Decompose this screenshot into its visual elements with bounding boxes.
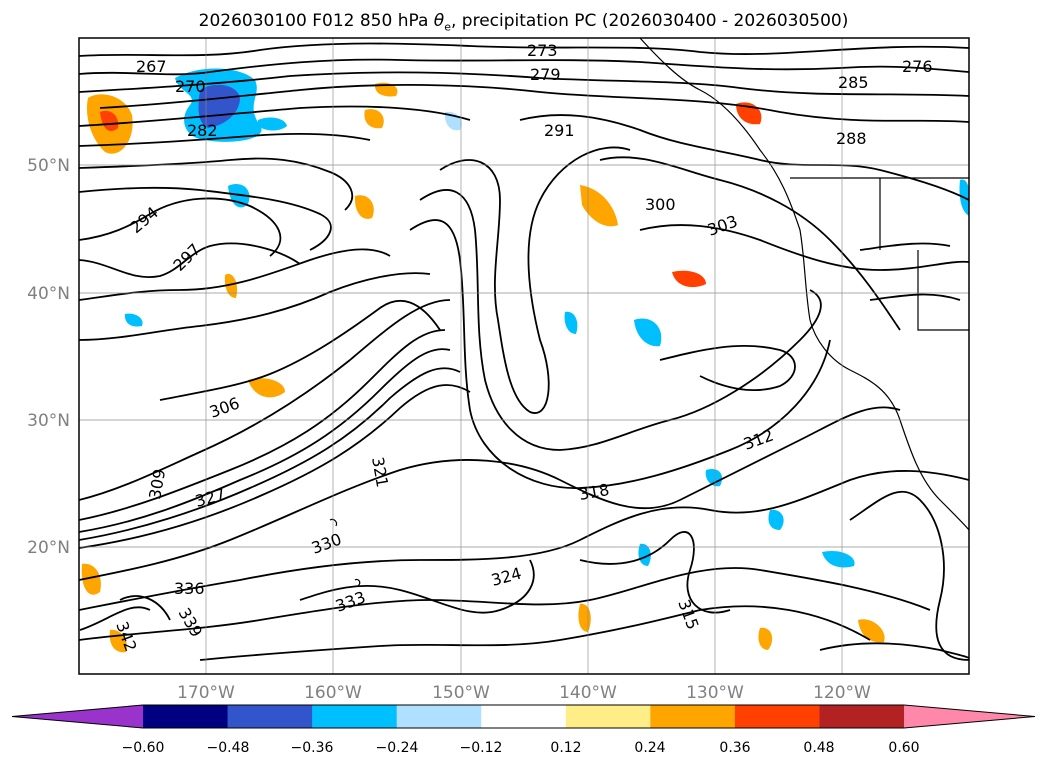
colorbar-tick-label: −0.24 bbox=[376, 740, 419, 756]
lon-label-170w: 170°W bbox=[177, 683, 235, 703]
contour-label-288: 288 bbox=[836, 129, 867, 148]
colorbar-tick-label: 0.36 bbox=[719, 740, 750, 756]
colorbar-tick-label: −0.48 bbox=[207, 740, 250, 756]
lat-label-50n: 50°N bbox=[27, 156, 70, 176]
contour-label-285: 285 bbox=[838, 73, 869, 92]
colorbar-tick-label: −0.12 bbox=[460, 740, 503, 756]
colorbar-extend-left bbox=[12, 705, 143, 728]
colorbar-ticks: −0.60 −0.48 −0.36 −0.24 −0.12 0.12 0.24 … bbox=[122, 740, 920, 756]
contour-label-282: 282 bbox=[187, 121, 218, 140]
colorbar-segment bbox=[481, 705, 567, 728]
contour-label-267: 267 bbox=[136, 57, 167, 76]
colorbar-segment bbox=[312, 705, 398, 728]
coastline bbox=[329, 38, 969, 587]
lon-label-140w: 140°W bbox=[559, 683, 617, 703]
longitude-labels: 170°W 160°W 150°W 140°W 130°W 120°W bbox=[177, 683, 871, 703]
contour-label-291: 291 bbox=[544, 121, 575, 140]
lat-label-40n: 40°N bbox=[27, 284, 70, 304]
theta-e-contours bbox=[79, 42, 969, 661]
gridlines bbox=[79, 38, 969, 674]
colorbar-segment bbox=[227, 705, 313, 728]
lat-label-30n: 30°N bbox=[27, 411, 70, 431]
colorbar-segment bbox=[565, 705, 651, 728]
lon-label-150w: 150°W bbox=[432, 683, 490, 703]
colorbar-segment bbox=[734, 705, 820, 728]
map-title: 2026030100 F012 850 hPa θe, precipitatio… bbox=[198, 11, 849, 34]
lon-label-130w: 130°W bbox=[686, 683, 744, 703]
contour-label-276: 276 bbox=[902, 57, 933, 76]
contour-label-273: 273 bbox=[527, 41, 558, 60]
map-frame bbox=[78, 37, 970, 675]
colorbar-tick-label: −0.36 bbox=[291, 740, 334, 756]
map-background bbox=[79, 38, 969, 674]
colorbar-segment bbox=[396, 705, 482, 728]
colorbar-tick-label: 0.48 bbox=[803, 740, 834, 756]
contour-label-336: 336 bbox=[174, 579, 205, 598]
colorbar-tick-label: −0.60 bbox=[122, 740, 165, 756]
colorbar bbox=[11, 704, 1036, 729]
colorbar-segment bbox=[819, 705, 905, 728]
lon-label-160w: 160°W bbox=[304, 683, 362, 703]
lon-label-120w: 120°W bbox=[813, 683, 871, 703]
colorbar-segment bbox=[143, 705, 229, 728]
colorbar-tick-label: 0.60 bbox=[888, 740, 919, 756]
colorbar-segment bbox=[650, 705, 736, 728]
latitude-labels: 50°N 40°N 30°N 20°N bbox=[27, 156, 70, 558]
colorbar-outline bbox=[11, 704, 1036, 729]
lat-label-20n: 20°N bbox=[27, 538, 70, 558]
colorbar-tick-label: 0.12 bbox=[550, 740, 581, 756]
contour-label-300: 300 bbox=[645, 195, 676, 214]
contour-label-270: 270 bbox=[175, 77, 206, 96]
colorbar-tick-label: 0.24 bbox=[634, 740, 665, 756]
contour-label-279: 279 bbox=[530, 65, 561, 84]
colorbar-extend-right bbox=[904, 705, 1035, 728]
